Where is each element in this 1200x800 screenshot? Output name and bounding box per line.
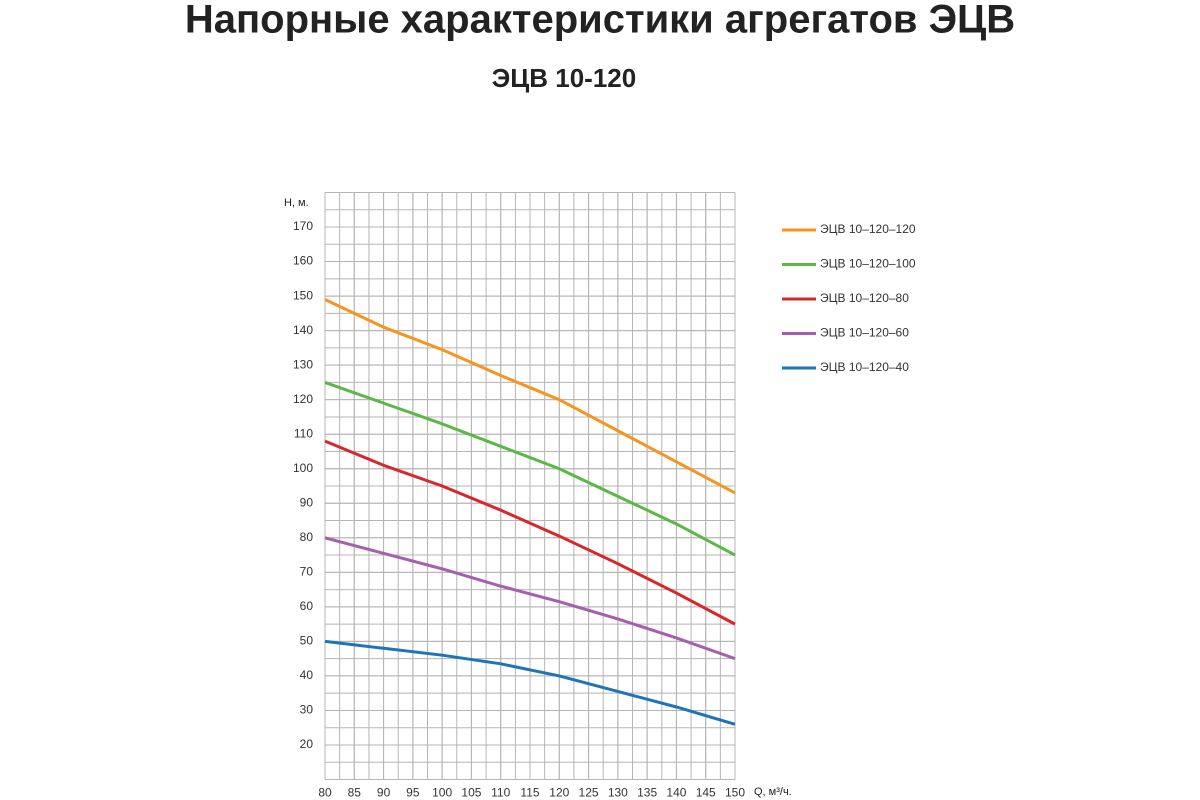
x-tick-label: 110 — [491, 786, 510, 800]
x-tick-label: 125 — [579, 786, 599, 800]
x-tick-label: 130 — [608, 786, 628, 800]
series-line — [324, 380, 736, 557]
legend-label: ЭЦВ 10–120–40 — [820, 360, 909, 374]
chart-subtitle: ЭЦВ 10-120 — [492, 63, 636, 93]
x-axis-label: Q, м³/ч. — [754, 786, 792, 798]
y-tick-label: 100 — [293, 461, 313, 475]
chart-title: Напорные характеристики агрегатов ЭЦВ — [185, 0, 1015, 42]
x-tick-label: 100 — [432, 786, 452, 800]
legend-label: ЭЦВ 10–120–60 — [820, 326, 909, 340]
x-tick-label: 150 — [725, 786, 745, 800]
y-tick-label: 60 — [300, 599, 314, 613]
legend-label: ЭЦВ 10–120–100 — [820, 257, 916, 271]
y-tick-label: 50 — [300, 634, 314, 648]
x-tick-label: 135 — [637, 786, 657, 800]
y-tick-label: 70 — [300, 564, 314, 578]
legend-label: ЭЦВ 10–120–80 — [820, 291, 909, 305]
x-tick-label: 95 — [406, 786, 420, 800]
x-tick-label: 80 — [318, 786, 332, 800]
x-tick-label: 120 — [549, 786, 569, 800]
series-line — [324, 439, 736, 626]
x-tick-label: 145 — [696, 786, 716, 800]
x-tick-label: 90 — [377, 786, 391, 800]
y-tick-label: 120 — [293, 392, 313, 406]
legend-label: ЭЦВ 10–120–120 — [820, 222, 916, 236]
y-tick-label: 20 — [300, 737, 314, 751]
y-tick-label: 130 — [293, 357, 313, 371]
y-tick-label: 170 — [293, 219, 313, 233]
series-line — [324, 639, 736, 726]
x-tick-label: 115 — [520, 786, 539, 800]
y-tick-label: 160 — [293, 254, 313, 268]
series-line — [324, 536, 736, 661]
y-tick-label: 30 — [300, 703, 314, 717]
x-tick-label: 85 — [348, 786, 362, 800]
y-axis-label: Н, м. — [284, 197, 309, 209]
x-tick-label: 140 — [666, 786, 686, 800]
y-tick-label: 90 — [300, 495, 314, 509]
series-line — [324, 298, 736, 495]
x-tick-label: 105 — [461, 786, 481, 800]
y-tick-label: 110 — [294, 426, 313, 440]
y-tick-label: 140 — [293, 323, 313, 337]
y-tick-label: 40 — [300, 668, 314, 682]
y-tick-label: 150 — [293, 288, 313, 302]
y-tick-label: 80 — [300, 530, 314, 544]
